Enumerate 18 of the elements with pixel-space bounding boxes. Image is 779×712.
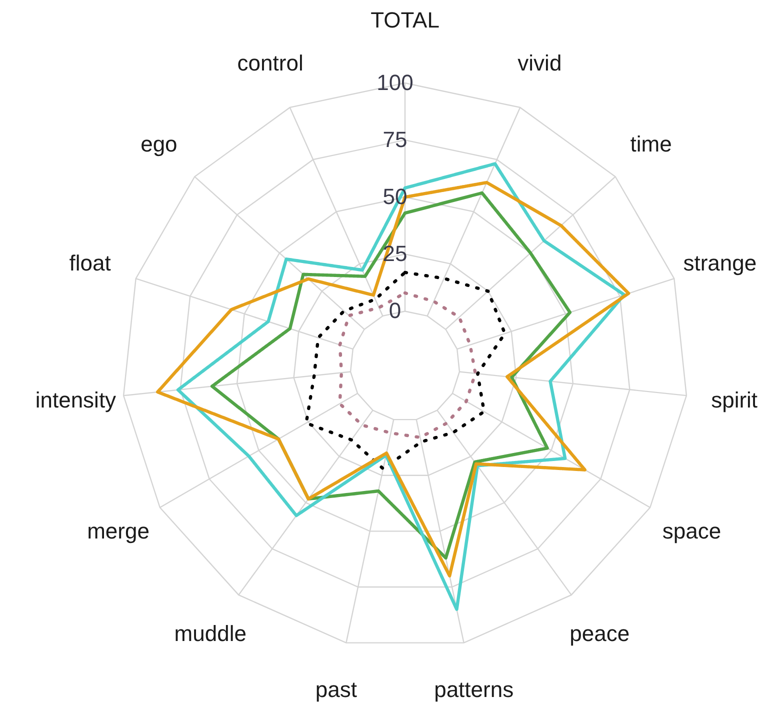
spoke-label: ego <box>140 131 178 156</box>
spoke-label: muddle <box>174 620 246 646</box>
spoke-label: space <box>662 518 722 544</box>
spoke-label: intensity <box>35 388 116 413</box>
spoke-label: merge <box>87 518 150 544</box>
spoke-label: TOTAL <box>370 8 440 33</box>
spoke-label: strange <box>683 250 757 276</box>
y-tick-label: 100 <box>376 70 414 95</box>
spoke-label: spirit <box>711 388 758 413</box>
spoke-label: control <box>237 50 304 76</box>
spoke-label: time <box>630 131 672 156</box>
spoke-label: vivid <box>518 50 562 76</box>
y-tick-label: 75 <box>382 127 408 152</box>
y-tick-label: 0 <box>388 298 402 324</box>
spoke-label: float <box>69 250 111 276</box>
spoke-label: patterns <box>434 676 514 702</box>
spoke-label: past <box>315 676 357 702</box>
spoke-label: peace <box>570 620 630 646</box>
